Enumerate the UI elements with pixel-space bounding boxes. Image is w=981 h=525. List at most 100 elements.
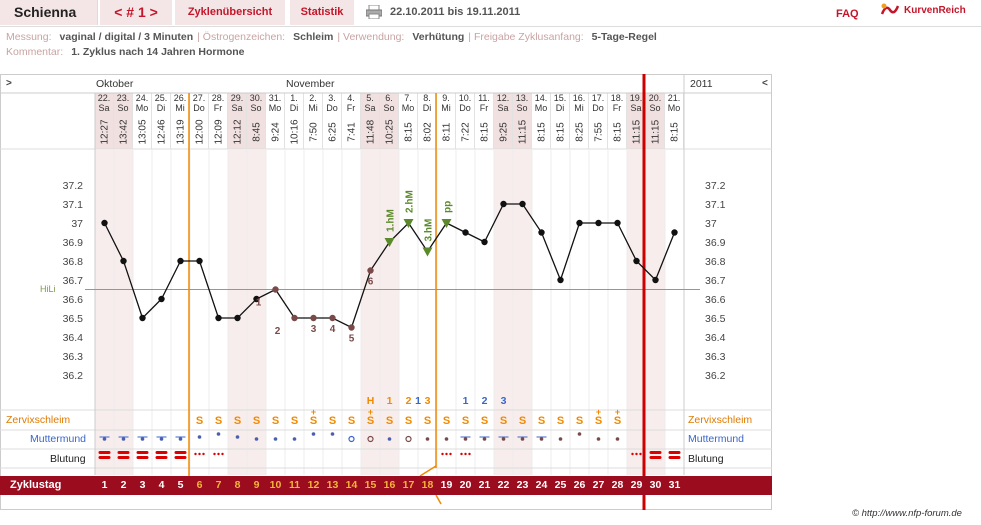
day-column-20[interactable]: 10. Do 7:22 — [456, 93, 475, 149]
day-date: 2. — [309, 93, 317, 103]
y-tick-left: 36.4 — [63, 332, 84, 344]
day-date: 12. — [496, 93, 510, 103]
blutung-leicht — [441, 452, 444, 456]
y-tick-right: 36.5 — [705, 313, 726, 325]
day-column-10[interactable]: 31. Mo 9:24 — [266, 93, 285, 149]
cycle-navigator[interactable]: < # 1 > — [100, 0, 172, 25]
day-column-21[interactable]: 11. Fr 8:15 — [475, 93, 494, 149]
day-column-26[interactable]: 16. Mi 8:25 — [570, 93, 589, 149]
day-date: 17. — [591, 93, 605, 103]
day-weekday: Mo — [401, 103, 415, 113]
day-column-1[interactable]: 22. Sa 12:27 — [95, 93, 114, 149]
y-tick-right: 36.9 — [705, 237, 726, 249]
faq-link[interactable]: FAQ — [836, 8, 859, 20]
muttermund-dot — [311, 432, 316, 436]
day-date: 29. — [230, 93, 244, 103]
muttermund-dot — [463, 437, 468, 441]
day-date: 21. — [667, 93, 681, 103]
temperature-point — [614, 219, 621, 227]
blutung-stark — [98, 456, 111, 459]
blutung-stark — [155, 456, 168, 459]
temperature-point — [481, 238, 488, 246]
cycle-day-number: 24 — [535, 479, 548, 491]
tab-statistik[interactable]: Statistik — [290, 0, 354, 25]
weekend-band — [513, 150, 532, 475]
weekend-band — [228, 150, 247, 475]
day-column-7[interactable]: 28. Fr 12:09 — [209, 93, 228, 149]
print-icon[interactable] — [366, 5, 382, 19]
day-column-16[interactable]: 6. So 10:25 — [380, 93, 399, 149]
day-date: 1. — [290, 93, 298, 103]
brand-name: KurvenReich — [904, 5, 966, 16]
day-date: 10. — [458, 93, 472, 103]
day-column-28[interactable]: 18. Fr 8:15 — [608, 93, 627, 149]
cycle-day-number: 8 — [234, 479, 241, 491]
day-column-8[interactable]: 29. Sa 12:12 — [228, 93, 247, 149]
muttermund-dot — [539, 437, 544, 441]
day-column-2[interactable]: 23. So 13:42 — [114, 93, 133, 149]
day-column-19[interactable]: 9. Mi 8:11 — [437, 93, 456, 149]
day-weekday: Di — [156, 103, 166, 113]
day-column-24[interactable]: 14. Mo 8:15 — [532, 93, 551, 149]
y-tick-right: 36.8 — [705, 256, 726, 268]
blutung-leicht — [460, 452, 463, 456]
day-column-12[interactable]: 2. Mi 7:50 — [304, 93, 323, 149]
zervix-mark: S — [462, 415, 469, 427]
weekend-band — [380, 150, 399, 475]
day-column-27[interactable]: 17. Do 7:55 — [589, 93, 608, 149]
muttermund-dot — [520, 437, 525, 441]
tab-zyklenuebersicht[interactable]: Zyklenübersicht — [175, 0, 285, 25]
day-column-6[interactable]: 27. Do 12:00 — [190, 93, 209, 149]
scroll-left-button[interactable]: > — [6, 78, 12, 89]
weekend-band — [361, 150, 380, 475]
day-weekday: Do — [592, 103, 604, 113]
y-tick-left: 36.8 — [63, 256, 84, 268]
muttermund-label-right: Muttermund — [688, 433, 745, 445]
y-tick-right: 37.2 — [705, 180, 726, 192]
temperature-point — [500, 200, 507, 208]
y-tick-right: 36.6 — [705, 294, 726, 306]
zervix-mark: S — [614, 415, 621, 427]
muttermund-open — [405, 435, 412, 443]
zervix-plus: + — [596, 407, 601, 417]
temperature-point — [139, 314, 146, 322]
day-weekday: Mo — [135, 103, 149, 113]
blutung-leicht — [221, 452, 224, 456]
orange-diagonal-bottom — [435, 494, 442, 505]
cycle-day-number: 17 — [402, 479, 415, 491]
blutung-leicht — [635, 452, 638, 456]
day-column-15[interactable]: 5. Sa 11:48 — [361, 93, 380, 149]
scroll-right-button[interactable]: < — [762, 78, 768, 89]
blutung-stark — [136, 451, 149, 454]
blutung-leicht — [639, 452, 642, 456]
day-column-11[interactable]: 1. Di 10:16 — [285, 93, 304, 149]
day-column-23[interactable]: 13. So 11:15 — [513, 93, 532, 149]
day-column-3[interactable]: 24. Mo 13:05 — [133, 93, 152, 149]
blutung-stark — [668, 451, 681, 454]
muttermund-open — [348, 435, 355, 443]
day-column-9[interactable]: 30. So 8:45 — [247, 93, 266, 149]
day-column-13[interactable]: 3. Do 6:25 — [323, 93, 342, 149]
zervix-mark: S — [310, 415, 317, 427]
day-date: 20. — [648, 93, 662, 103]
day-column-14[interactable]: 4. Fr 7:41 — [342, 93, 361, 149]
temperature-point — [253, 295, 260, 303]
day-column-22[interactable]: 12. Sa 9:25 — [494, 93, 513, 149]
y-tick-right: 37.1 — [705, 199, 726, 211]
blutung-leicht — [198, 452, 201, 456]
day-column-30[interactable]: 20. So 11:15 — [646, 93, 665, 149]
y-tick-right: 36.3 — [705, 351, 726, 363]
day-date: 19. — [629, 93, 643, 103]
low-marker-label: 6 — [368, 277, 374, 288]
low-marker-label: 4 — [330, 324, 336, 335]
muttermund-dot — [387, 437, 392, 441]
low-marker-label: 5 — [349, 334, 355, 345]
day-column-17[interactable]: 7. Mo 8:15 — [399, 93, 418, 149]
blutung-leicht — [445, 452, 448, 456]
brand-logo[interactable]: KurvenReich — [880, 2, 966, 24]
day-date: 28. — [211, 93, 225, 103]
meta-value-oestrogen: Schleim — [293, 31, 334, 43]
day-column-25[interactable]: 15. Di 8:15 — [551, 93, 570, 149]
cycle-day-number: 12 — [307, 479, 320, 491]
day-column-4[interactable]: 25. Di 12:46 — [152, 93, 171, 149]
